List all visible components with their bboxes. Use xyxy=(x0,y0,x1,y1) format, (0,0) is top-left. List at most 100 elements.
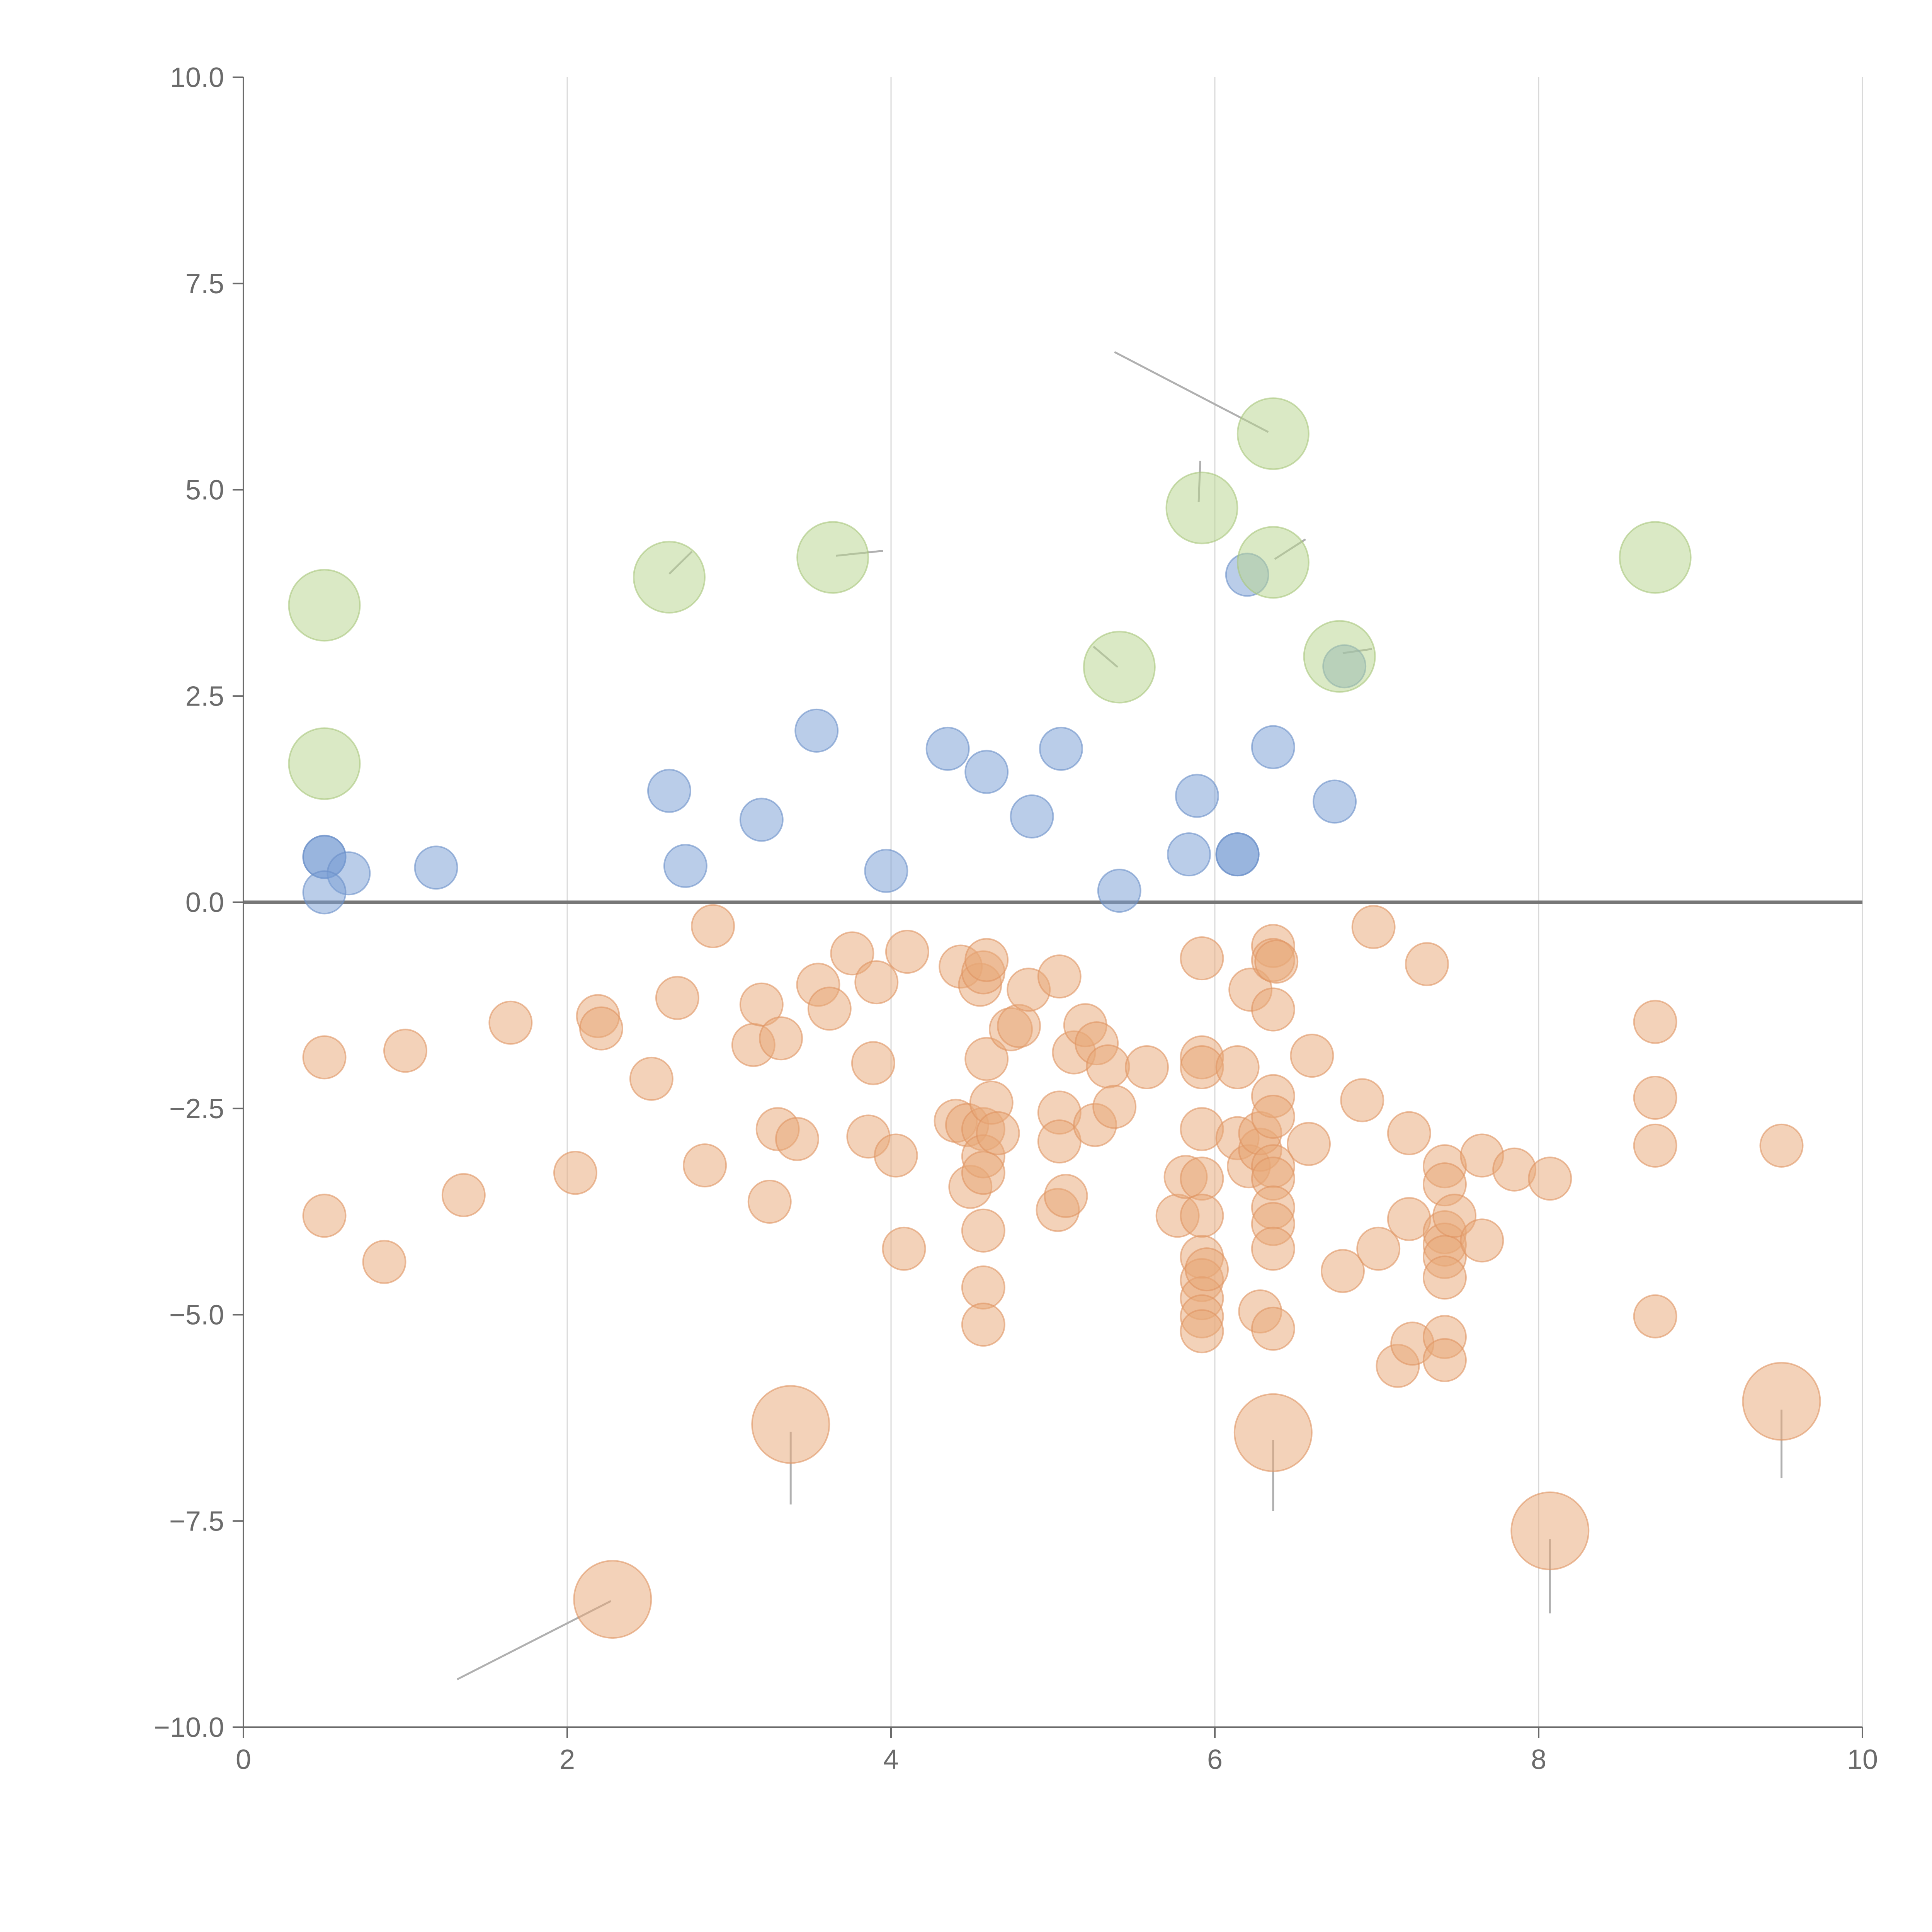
positive-point xyxy=(302,870,347,915)
positive-point xyxy=(1039,726,1083,771)
negative-point xyxy=(851,1041,895,1085)
negative-point xyxy=(1633,1123,1677,1168)
negative-point xyxy=(1180,1309,1224,1354)
negative-point xyxy=(629,1056,673,1101)
negative-point xyxy=(655,976,699,1020)
positive-point xyxy=(1097,869,1141,913)
negative-point xyxy=(830,931,874,976)
negative-point xyxy=(882,1226,926,1271)
x-tick-label: 4 xyxy=(883,1744,899,1775)
negative-point xyxy=(302,1194,347,1238)
negative-point xyxy=(1290,1034,1334,1078)
negative-point xyxy=(1251,1226,1295,1271)
positive-point xyxy=(864,849,908,893)
negative-point xyxy=(964,1037,1009,1081)
negative-point xyxy=(1340,1078,1384,1122)
y-tick-label: 0.0 xyxy=(185,887,224,918)
negative-point xyxy=(976,1111,1020,1155)
negative-point xyxy=(1633,1075,1677,1120)
positive-point xyxy=(925,726,970,771)
negative-point xyxy=(1633,1294,1677,1338)
negative-point xyxy=(961,1208,1005,1253)
y-tick-label: −10.0 xyxy=(154,1712,224,1743)
positive-point xyxy=(1313,779,1357,824)
negative-point xyxy=(1460,1218,1504,1263)
highlight-positive-point xyxy=(633,541,706,614)
negative-point xyxy=(874,1133,918,1178)
negative-point xyxy=(691,904,735,948)
y-tick-label: 5.0 xyxy=(185,475,224,506)
highlight-negative-point xyxy=(1233,1393,1313,1472)
x-tick-label: 2 xyxy=(560,1744,575,1775)
negative-point xyxy=(1254,939,1299,984)
negative-point xyxy=(961,1303,1005,1347)
y-tick-label: 10.0 xyxy=(170,62,224,93)
negative-point xyxy=(1125,1045,1169,1089)
negative-point xyxy=(488,1000,533,1045)
negative-point xyxy=(1180,936,1224,981)
negative-point xyxy=(683,1143,727,1188)
x-tick-label: 10 xyxy=(1847,1744,1878,1775)
negative-point xyxy=(1321,1249,1365,1293)
negative-point xyxy=(747,1180,792,1224)
y-tick-label: −5.0 xyxy=(169,1300,224,1331)
points-layer xyxy=(288,397,1821,1639)
negative-point xyxy=(362,1240,406,1284)
highlight-positive-point xyxy=(1619,521,1692,594)
highlight-negative-point xyxy=(751,1385,830,1464)
positive-point xyxy=(414,845,458,890)
negative-point xyxy=(1528,1156,1572,1201)
positive-point xyxy=(1010,794,1054,838)
positive-point xyxy=(1167,832,1211,877)
negative-point xyxy=(1387,1111,1431,1155)
negative-point xyxy=(1092,1085,1137,1129)
negative-point xyxy=(854,960,899,1005)
positive-point xyxy=(647,769,691,813)
negative-point xyxy=(1044,1174,1088,1218)
negative-point xyxy=(759,1016,803,1061)
negative-point xyxy=(1351,905,1396,949)
positive-point xyxy=(1251,725,1295,769)
positive-point xyxy=(739,798,784,842)
negative-point xyxy=(1215,1045,1260,1089)
highlight-negative-point xyxy=(1510,1491,1590,1570)
positive-point xyxy=(1175,774,1219,818)
negative-point xyxy=(1180,1156,1224,1201)
y-tick-label: −7.5 xyxy=(169,1506,224,1537)
negative-point xyxy=(1759,1123,1804,1168)
negative-point xyxy=(302,1035,347,1080)
negative-point xyxy=(579,1006,623,1051)
highlight-positive-point xyxy=(288,727,361,800)
highlight-negative-point xyxy=(573,1560,652,1639)
negative-point xyxy=(441,1173,486,1217)
negative-point xyxy=(961,1151,1005,1195)
negative-point xyxy=(885,930,929,974)
negative-point xyxy=(964,938,1009,982)
negative-point xyxy=(1356,1226,1401,1271)
negative-point xyxy=(775,1117,819,1161)
negative-point xyxy=(1251,1095,1295,1139)
negative-point xyxy=(1180,1194,1224,1238)
x-tick-label: 8 xyxy=(1531,1744,1546,1775)
positive-point xyxy=(663,844,707,888)
x-tick-label: 0 xyxy=(236,1744,251,1775)
y-tick-label: 7.5 xyxy=(185,269,224,299)
highlight-positive-point xyxy=(1083,631,1156,704)
highlight-positive-point xyxy=(288,569,361,642)
negative-point xyxy=(383,1029,427,1073)
negative-point xyxy=(1422,1255,1467,1300)
negative-point xyxy=(1251,987,1295,1032)
negative-point xyxy=(1251,1306,1295,1351)
highlight-positive-point xyxy=(796,521,869,594)
negative-point xyxy=(1405,942,1449,986)
negative-point xyxy=(1086,1044,1130,1088)
positive-point xyxy=(1215,832,1260,877)
highlight-positive-point xyxy=(1165,471,1238,544)
negative-point xyxy=(1185,1247,1229,1292)
negative-point xyxy=(1422,1338,1467,1382)
negative-point xyxy=(961,1265,1005,1310)
highlight-positive-point xyxy=(1236,397,1310,470)
negative-point xyxy=(1287,1122,1331,1166)
highlight-negative-point xyxy=(1742,1362,1821,1441)
